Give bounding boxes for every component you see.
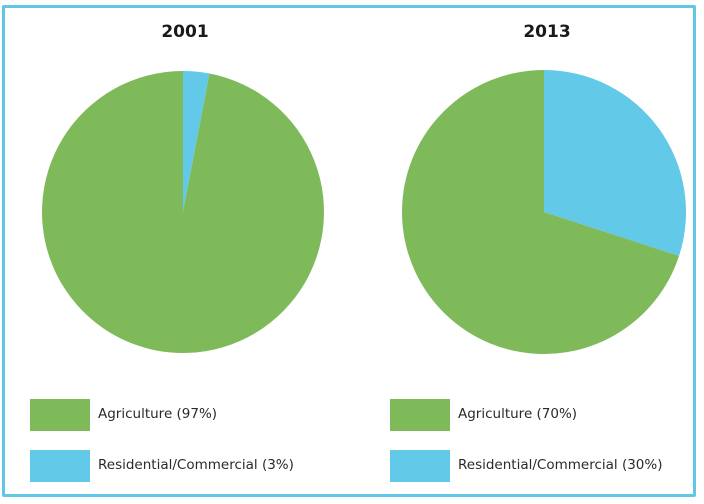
pie-title-2001: 2001 — [161, 22, 209, 42]
pie-title-2013: 2013 — [523, 22, 571, 42]
pie-slice-agriculture-2001 — [41, 70, 324, 353]
pie-slice-residential-commercial-2001 — [183, 71, 210, 212]
legend-label-residential-2013: Residential/Commercial (30%) — [458, 457, 663, 473]
legend-label-agriculture-2013: Agriculture (70%) — [458, 406, 578, 422]
legend-swatch-residential-2001 — [30, 450, 90, 482]
pie-panel-2001: 2001 Agriculture (97%) Residential/Comme… — [30, 22, 324, 482]
legend-swatch-agriculture-2013 — [390, 399, 450, 431]
legend-label-agriculture-2001: Agriculture (97%) — [98, 406, 218, 422]
legend-swatch-agriculture-2001 — [30, 399, 90, 431]
pie-panel-2013: 2013 Agriculture (70%) Residential/Comme… — [352, 0, 704, 504]
chart-frame — [2, 5, 696, 497]
pie-slice-residential-commercial-2013 — [544, 70, 686, 256]
legend-label-residential-2001: Residential/Commercial (3%) — [98, 457, 294, 473]
pie-chart-2013 — [401, 70, 686, 354]
pie-chart-2001 — [41, 70, 324, 353]
legend-swatch-residential-2013 — [390, 450, 450, 482]
pie-slice-agriculture-2013 — [401, 70, 680, 354]
